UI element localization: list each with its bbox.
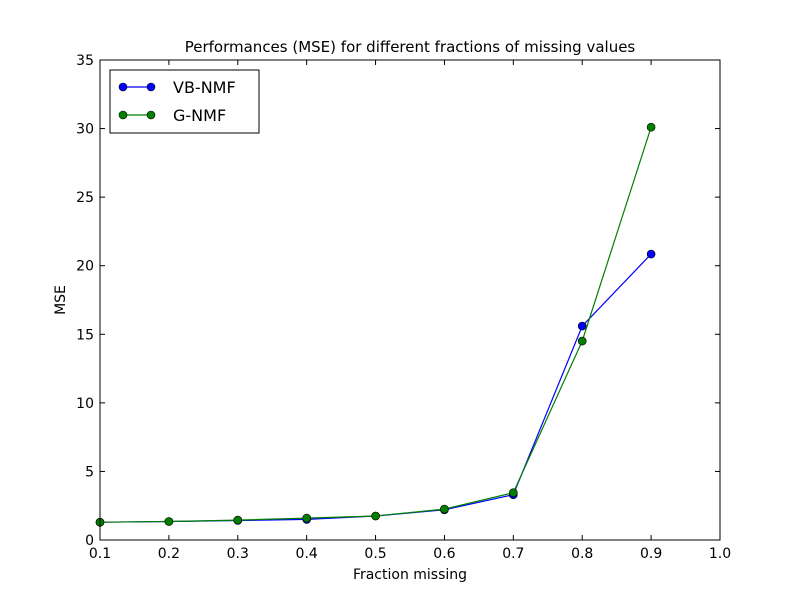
data-point-g-nmf [646,122,656,132]
x-tick-label: 0.2 [158,546,180,562]
x-tick-label: 0.4 [296,546,318,562]
y-tick-label: 15 [76,327,94,343]
y-axis-label: MSE [53,285,69,315]
legend-label: VB-NMF [173,78,236,97]
data-point-vb-nmf [646,249,656,259]
chart-title: Performances (MSE) for different fractio… [185,38,636,56]
legend-marker [146,82,156,92]
y-tick-label: 25 [76,190,94,206]
x-tick-label: 0.9 [640,546,662,562]
legend-marker [118,82,128,92]
x-tick-label: 1.0 [709,546,731,562]
data-point-g-nmf [164,517,174,526]
legend-label: G-NMF [173,106,226,125]
y-tick-label: 30 [76,122,94,138]
y-tick-label: 10 [76,396,94,412]
y-tick-label: 5 [85,464,94,480]
plot-frame [99,59,721,541]
x-tick-label: 0.3 [227,546,249,562]
legend: VB-NMF G-NMF [109,69,260,134]
data-point-g-nmf [302,513,312,523]
y-tick-label: 35 [76,53,94,69]
data-point-g-nmf [440,504,449,514]
x-tick-label: 0.8 [571,546,593,562]
data-point-vb-nmf [577,321,587,331]
legend-marker [118,110,128,120]
x-tick-label: 0.1 [89,546,111,562]
y-tick-label: 20 [76,259,94,275]
data-point-g-nmf [508,488,518,498]
x-axis-label: Fraction missing [353,567,467,583]
legend-marker [146,110,156,120]
x-tick-label: 0.6 [433,546,455,562]
data-point-g-nmf [371,511,380,521]
data-point-g-nmf [577,336,587,346]
series-line-g-nmf [99,127,652,523]
x-tick-label: 0.5 [364,546,386,562]
data-point-g-nmf [233,515,243,525]
legend-box [109,69,260,134]
x-tick-label: 0.7 [502,546,524,562]
series-line-vb-nmf [99,253,652,523]
y-tick-label: 0 [85,533,94,549]
